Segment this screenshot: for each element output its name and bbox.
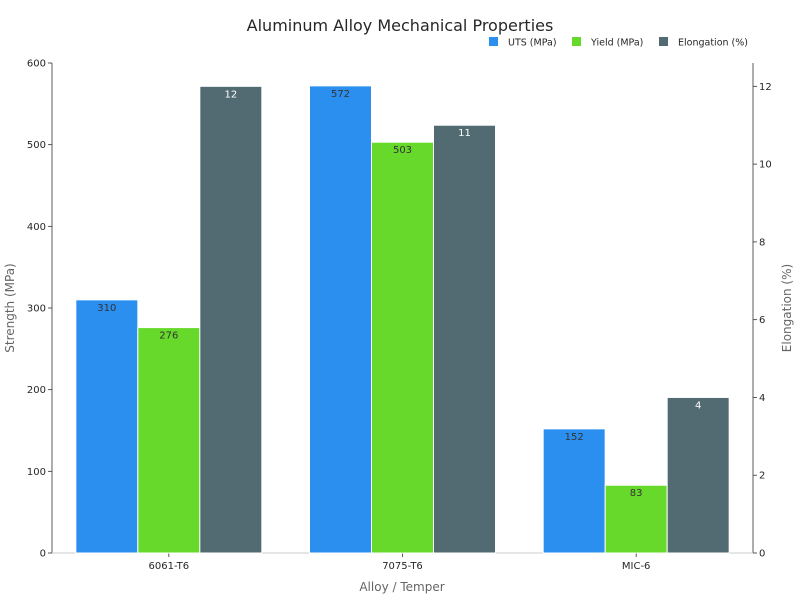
bar xyxy=(542,428,606,554)
y-tick-label: 100 xyxy=(27,467,46,478)
y-tick-label: 500 xyxy=(27,140,46,151)
bar-value-label: 83 xyxy=(630,488,643,499)
y-tick-label: 0 xyxy=(40,549,46,560)
y2-axis-title: Elongation (%) xyxy=(780,264,794,352)
plot-area: 0 100 200 300 400 500 600 0 2 4 6 8 10 12 6061-T6 310 27… xyxy=(27,59,772,573)
y-tick-label: 400 xyxy=(27,222,46,233)
y2-tick-label: 0 xyxy=(759,549,765,560)
legend-label: Elongation (%) xyxy=(678,38,748,49)
bar-value-label: 310 xyxy=(97,303,116,314)
bar xyxy=(604,484,668,554)
legend-label: UTS (MPa) xyxy=(508,38,557,49)
bar-value-label: 276 xyxy=(159,331,178,342)
y-tick-label: 300 xyxy=(27,304,46,315)
y2-tick-label: 2 xyxy=(759,471,765,482)
y2-tick-label: 6 xyxy=(759,315,765,326)
bar-value-label: 11 xyxy=(458,128,471,139)
bar-value-label: 12 xyxy=(224,89,237,100)
bar-value-label: 4 xyxy=(695,400,701,411)
y-tick-label: 600 xyxy=(27,59,46,70)
bar-value-label: 152 xyxy=(565,432,584,443)
x-axis-title: Alloy / Temper xyxy=(359,580,444,594)
bar-value-label: 572 xyxy=(331,89,350,100)
x-tick-label: MIC-6 xyxy=(622,561,651,572)
legend-swatch xyxy=(572,37,581,46)
bar-value-label: 503 xyxy=(393,145,412,156)
y2-tick-label: 8 xyxy=(759,237,765,248)
bar xyxy=(371,141,434,554)
bar xyxy=(137,327,201,554)
legend-label: Yield (MPa) xyxy=(590,38,643,49)
legend-swatch xyxy=(659,37,668,46)
x-tick-label: 6061-T6 xyxy=(149,561,190,572)
y2-tick-label: 10 xyxy=(759,160,772,171)
y2-tick-label: 4 xyxy=(759,393,765,404)
y-axis-title: Strength (MPa) xyxy=(3,263,17,353)
bar xyxy=(75,299,139,554)
y2-tick-label: 12 xyxy=(759,82,772,93)
legend-swatch xyxy=(489,37,498,46)
legend: UTS (MPa) Yield (MPa) Elongation (%) xyxy=(489,37,748,49)
x-tick-label: 7075-T6 xyxy=(382,561,423,572)
bar xyxy=(309,85,372,554)
bar xyxy=(433,124,496,554)
y-tick-label: 200 xyxy=(27,385,46,396)
chart-title: Aluminum Alloy Mechanical Properties xyxy=(247,16,554,35)
bar xyxy=(199,85,263,554)
bar xyxy=(666,396,730,554)
